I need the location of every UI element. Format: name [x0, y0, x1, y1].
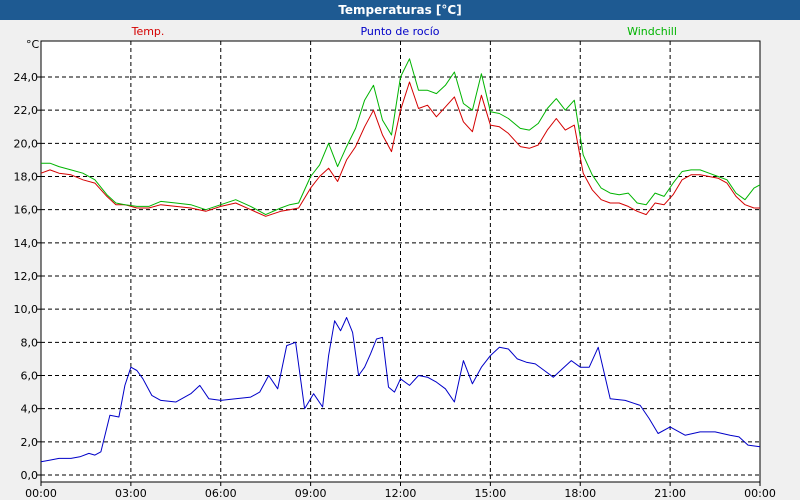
temperature-chart: 0,0 2,0 4,0 6,0 8,0 10,0 12,0 14,0 16,0 18,0 20,0 2…	[14, 25, 785, 504]
y-tick-label: 22,0	[14, 104, 39, 117]
dewpoint-line	[40, 317, 761, 463]
x-tick-time: 21:00	[654, 487, 686, 500]
x-tick-time: 03:00	[115, 487, 147, 500]
y-tick-label: 12,0	[14, 270, 39, 283]
legend-dewpoint: Punto de rocío	[360, 25, 439, 38]
y-tick-label: 0,0	[21, 469, 39, 482]
y-tick-label: 8,0	[21, 336, 39, 349]
y-tick-label: 16,0	[14, 204, 39, 217]
y-axis-label: °C	[26, 38, 40, 51]
series-lines	[40, 58, 761, 463]
x-tick-time: 18:00	[564, 487, 596, 500]
windchill-line	[41, 58, 761, 216]
temp-line	[40, 81, 760, 217]
x-tick-time: 15:00	[475, 487, 507, 500]
chart-title: Temperaturas [°C]	[0, 0, 800, 20]
y-axis-ticks: 0,0 2,0 4,0 6,0 8,0 10,0 12,0 14,0 16,0 18,0 20,0 2…	[14, 71, 41, 482]
y-tick-label: 18,0	[14, 171, 39, 184]
y-tick-label: 14,0	[14, 237, 39, 250]
x-tick-time: 06:00	[205, 487, 237, 500]
x-tick-time: 12:00	[385, 487, 417, 500]
legend-temp: Temp.	[131, 25, 165, 38]
x-axis-ticks: 00:0024/11/2003:0024/11/2006:0024/11/200…	[16, 482, 785, 504]
x-tick-time: 00:00	[744, 487, 776, 500]
y-tick-label: 6,0	[21, 370, 39, 383]
y-tick-label: 2,0	[21, 436, 39, 449]
y-tick-label: 4,0	[21, 403, 39, 416]
x-tick-time: 00:00	[25, 487, 57, 500]
legend-windchill: Windchill	[627, 25, 677, 38]
y-tick-label: 20,0	[14, 137, 39, 150]
chart-area: 0,0 2,0 4,0 6,0 8,0 10,0 12,0 14,0 16,0 18,0 20,0 2…	[0, 20, 800, 504]
y-tick-label: 10,0	[14, 303, 39, 316]
x-tick-time: 09:00	[295, 487, 327, 500]
y-tick-label: 24,0	[14, 71, 39, 84]
